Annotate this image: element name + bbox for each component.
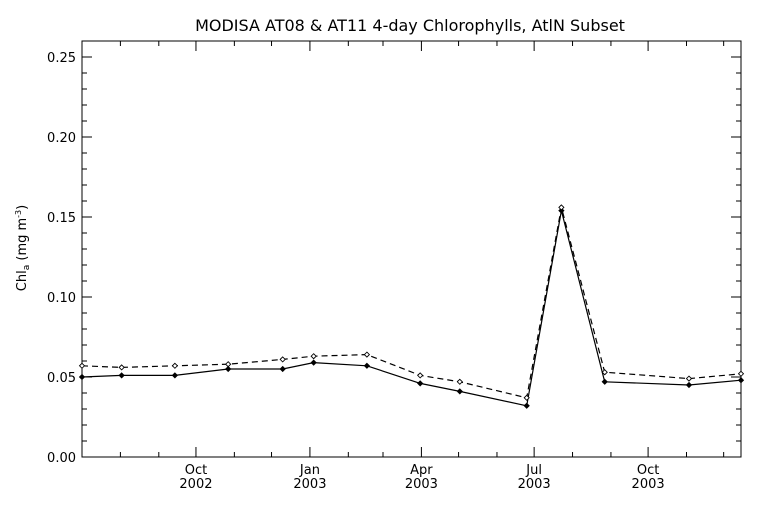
svg-text:Chla (mg m-3): Chla (mg m-3): [14, 205, 32, 291]
data-point-solid: [737, 377, 745, 384]
data-point-solid: [225, 365, 232, 373]
y-axis-label-sub: a: [22, 265, 32, 271]
data-point-solid: [310, 359, 317, 366]
y-axis-label-units: (mg m: [15, 218, 30, 265]
data-point-dashed: [225, 361, 232, 368]
y-tick-label: 0.10: [47, 291, 76, 306]
data-point-solid: [78, 373, 86, 381]
data-point-solid: [171, 372, 179, 379]
y-tick-label: 0.25: [47, 51, 76, 66]
data-point-dashed: [363, 351, 371, 358]
series-line-dashed: [81, 207, 742, 399]
y-tick-label: 0.00: [47, 451, 76, 466]
data-point-dashed: [78, 362, 86, 369]
y-axis-label-main: Chl: [15, 270, 30, 291]
x-tick-label-month: Oct: [185, 463, 207, 478]
data-point-dashed: [171, 362, 179, 369]
x-tick-label-year: 2003: [293, 477, 326, 492]
data-series: [78, 204, 745, 409]
plot-frame: [81, 40, 742, 458]
data-point-dashed: [417, 372, 424, 379]
x-tick-label-month: Apr: [410, 463, 433, 478]
data-point-solid: [118, 372, 125, 379]
data-point-solid: [417, 380, 424, 387]
axis-ticks: [82, 40, 741, 458]
data-point-dashed: [118, 364, 125, 371]
y-tick-label: 0.05: [47, 371, 76, 386]
y-axis-label-close: ): [15, 205, 30, 210]
data-point-dashed: [523, 394, 530, 401]
data-point-solid: [601, 378, 608, 385]
y-tick-label: 0.20: [47, 131, 76, 146]
data-point-dashed: [456, 378, 463, 385]
data-point-dashed: [279, 356, 286, 363]
data-point-dashed: [685, 375, 693, 382]
data-point-solid: [456, 388, 463, 395]
x-tick-label-year: 2003: [518, 477, 551, 492]
x-tick-label-year: 2003: [632, 477, 665, 492]
y-tick-labels: 0.00 0.05 0.10 0.15 0.20 0.25: [47, 51, 76, 466]
series-line-solid: [81, 210, 742, 407]
x-tick-label-month: Jan: [299, 463, 320, 478]
x-tick-label-year: 2003: [405, 477, 438, 492]
data-point-dashed: [737, 370, 745, 377]
x-tick-label-month: Oct: [637, 463, 659, 478]
data-point-solid: [685, 381, 693, 389]
data-point-solid: [279, 365, 286, 373]
data-point-dashed: [601, 369, 608, 376]
data-point-dashed: [558, 204, 565, 211]
y-axis-label: Chla (mg m-3): [14, 205, 32, 291]
x-tick-label-year: 2002: [179, 477, 212, 492]
y-axis-label-sup: -3: [14, 210, 23, 218]
chart-title: MODISA AT08 & AT11 4-day Chlorophylls, A…: [195, 16, 625, 35]
data-point-solid: [363, 362, 371, 369]
data-point-dashed: [310, 353, 317, 360]
data-point-solid: [523, 402, 530, 409]
y-tick-label: 0.15: [47, 211, 76, 226]
x-tick-label-month: Jul: [525, 463, 542, 478]
